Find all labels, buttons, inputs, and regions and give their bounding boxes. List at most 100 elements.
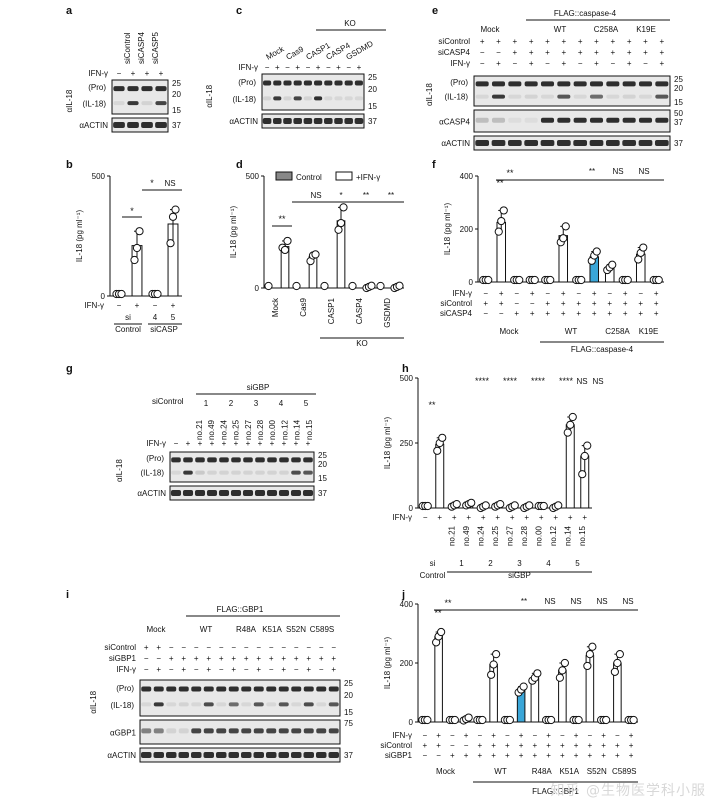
blot-row-label: siCASP4 <box>438 48 471 57</box>
band-cleaved <box>207 470 217 475</box>
data-point <box>547 715 556 725</box>
legend-label: +IFN-γ <box>356 173 380 182</box>
data-point <box>580 451 589 461</box>
blot-sign: + <box>295 63 300 72</box>
data-point <box>367 281 376 290</box>
band-pro <box>573 81 587 87</box>
band-cleaved <box>328 702 339 707</box>
data-point <box>311 250 320 259</box>
blot-sign: − <box>496 48 501 57</box>
sig-label: NS <box>612 167 623 176</box>
data-point <box>634 255 643 264</box>
blot-top-label: no.24 <box>219 419 228 440</box>
x-sign: − <box>505 731 510 740</box>
data-point <box>505 715 514 725</box>
x-sign: + <box>546 731 551 740</box>
blot-sign: − <box>169 643 174 652</box>
blot-row-label-il18: αIL-18 <box>115 459 124 482</box>
x-sign: − <box>450 741 455 750</box>
x-sign: − <box>533 731 538 740</box>
band-pro <box>155 86 167 92</box>
data-point <box>639 243 648 252</box>
x-sign: − <box>514 299 519 308</box>
data-point <box>280 245 290 255</box>
blot-top-label: 1 <box>204 399 209 408</box>
data-point <box>555 673 564 682</box>
blot-top-label: 2 <box>229 399 234 408</box>
x-sign: + <box>561 309 566 318</box>
band-cleaved <box>127 101 139 106</box>
band-cleaved <box>267 470 277 475</box>
blot-sign: + <box>627 37 632 46</box>
x-sign: + <box>533 751 538 760</box>
blot-sign: + <box>210 439 215 448</box>
band-cleaved <box>524 94 538 99</box>
sig-label: NS <box>164 179 175 188</box>
data-point <box>563 428 572 437</box>
x-sign: + <box>607 299 612 308</box>
band-extra <box>655 117 669 123</box>
x-sign: + <box>466 513 471 522</box>
x-sign: + <box>171 301 176 310</box>
bar <box>434 635 443 723</box>
blot-row-label: IFN-γ <box>146 439 166 448</box>
data-point <box>494 227 503 236</box>
blot-actin-panel <box>473 135 671 151</box>
blot-row-label: IFN-γ <box>116 665 136 674</box>
sig-label: ** <box>521 597 527 606</box>
band-pro <box>191 686 202 692</box>
x-sign: + <box>638 299 643 308</box>
blot-sign: + <box>281 654 286 663</box>
band-actin <box>638 140 653 146</box>
bar <box>565 424 575 509</box>
band-extra <box>328 728 339 734</box>
blot-sign: + <box>270 439 275 448</box>
data-point <box>334 225 343 234</box>
x-sign: − <box>588 731 593 740</box>
data-point <box>510 501 519 510</box>
data-point <box>546 275 555 285</box>
band-pro <box>354 80 363 86</box>
data-point <box>423 501 432 511</box>
x-sign: + <box>561 299 566 308</box>
group-number: 3 <box>517 559 522 568</box>
group-label: si <box>125 313 131 322</box>
band-cleaved <box>166 702 177 707</box>
x-sign: + <box>530 289 535 298</box>
band-extra <box>228 728 239 734</box>
blot-sign: + <box>181 654 186 663</box>
data-point <box>437 627 446 637</box>
data-point <box>588 642 597 651</box>
x-sign: + <box>592 309 597 318</box>
blot-sign: + <box>331 665 336 674</box>
blot-extra-panel <box>473 109 671 133</box>
x-row-label: IFN-γ <box>392 513 412 522</box>
mw-marker: 50 <box>674 109 683 118</box>
x-sign: + <box>588 751 593 760</box>
group-number: 5 <box>575 559 580 568</box>
data-point <box>433 446 442 455</box>
band-actin <box>262 118 272 124</box>
x-sign: + <box>505 741 510 750</box>
x-sign: + <box>576 299 581 308</box>
band-pro <box>231 457 241 463</box>
band-pro <box>291 457 301 463</box>
band-cleaved <box>622 94 636 99</box>
blot-sign: − <box>480 48 485 57</box>
sig-label: ** <box>506 168 514 178</box>
blot-top-label: Mock <box>480 25 500 34</box>
blot-sign: + <box>545 48 550 57</box>
blot-sign: + <box>529 48 534 57</box>
band-cleaved <box>171 470 181 475</box>
x-sign: + <box>623 299 628 308</box>
band-pro <box>283 80 292 86</box>
data-point <box>585 650 594 659</box>
blot-sign: + <box>206 665 211 674</box>
band-pro <box>166 686 177 692</box>
band-pro <box>344 80 353 86</box>
blot-sign: + <box>231 665 236 674</box>
band-actin <box>313 118 323 124</box>
band-actin <box>605 140 620 146</box>
blot-top-label: FLAG::GBP1 <box>217 605 264 614</box>
